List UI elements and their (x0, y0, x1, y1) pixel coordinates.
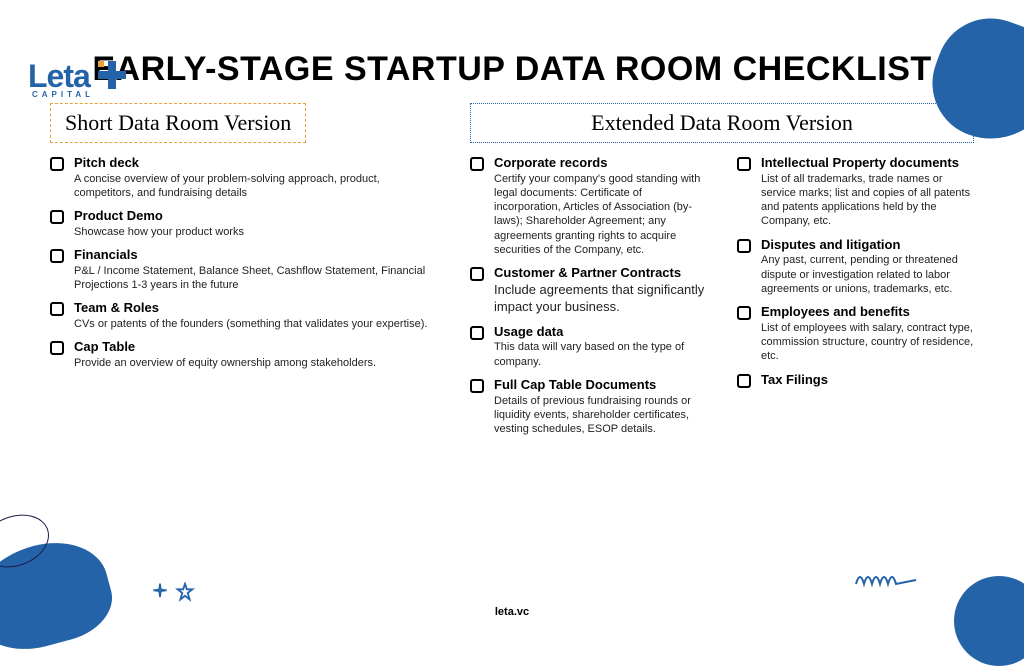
extended-list-b: Intellectual Property documentsList of a… (737, 155, 974, 444)
item-desc: CVs or patents of the founders (somethin… (74, 317, 430, 331)
item-title: Customer & Partner Contracts (494, 265, 707, 281)
item-title: Usage data (494, 324, 707, 340)
item-body: Disputes and litigationAny past, current… (761, 237, 974, 296)
checklist-item: Customer & Partner ContractsInclude agre… (470, 265, 707, 315)
item-desc: Any past, current, pending or threatened… (761, 253, 974, 296)
item-desc: Include agreements that significantly im… (494, 282, 707, 316)
decor-blob-bottom-right (954, 576, 1024, 666)
short-version-header: Short Data Room Version (50, 103, 306, 143)
item-title: Financials (74, 247, 430, 263)
logo-subtext: CAPITAL (32, 90, 94, 99)
checkbox[interactable] (737, 306, 751, 320)
item-body: Cap TableProvide an overview of equity o… (74, 339, 430, 370)
page-title: EARLY-STAGE STARTUP DATA ROOM CHECKLIST (0, 50, 1024, 89)
checklist-item: Tax Filings (737, 372, 974, 388)
checklist-item: Employees and benefitsList of employees … (737, 304, 974, 363)
checklist-item: Full Cap Table DocumentsDetails of previ… (470, 377, 707, 436)
item-title: Team & Roles (74, 300, 430, 316)
columns: Short Data Room Version Pitch deckA conc… (0, 89, 1024, 444)
extended-list-a: Corporate recordsCertify your company's … (470, 155, 707, 444)
item-desc: This data will vary based on the type of… (494, 340, 707, 369)
item-desc: Provide an overview of equity ownership … (74, 356, 430, 370)
item-body: Employees and benefitsList of employees … (761, 304, 974, 363)
checkbox[interactable] (50, 157, 64, 171)
checkbox[interactable] (50, 302, 64, 316)
item-title: Corporate records (494, 155, 707, 171)
item-title: Disputes and litigation (761, 237, 974, 253)
checklist-item: Disputes and litigationAny past, current… (737, 237, 974, 296)
checklist-item: Corporate recordsCertify your company's … (470, 155, 707, 257)
item-body: Full Cap Table DocumentsDetails of previ… (494, 377, 707, 436)
item-desc: P&L / Income Statement, Balance Sheet, C… (74, 264, 430, 293)
checkbox[interactable] (737, 239, 751, 253)
checkbox[interactable] (470, 157, 484, 171)
checkbox[interactable] (737, 157, 751, 171)
extended-version-column: Extended Data Room Version Corporate rec… (470, 103, 974, 444)
checkbox[interactable] (737, 374, 751, 388)
checklist-item: Product DemoShowcase how your product wo… (50, 208, 430, 239)
item-body: Usage dataThis data will vary based on t… (494, 324, 707, 369)
item-desc: List of all trademarks, trade names or s… (761, 172, 974, 229)
item-desc: Certify your company's good standing wit… (494, 172, 707, 258)
item-desc: Showcase how your product works (74, 225, 430, 239)
checklist-item: Usage dataThis data will vary based on t… (470, 324, 707, 369)
item-title: Full Cap Table Documents (494, 377, 707, 393)
checkbox[interactable] (50, 249, 64, 263)
checkbox[interactable] (50, 341, 64, 355)
checklist-item: Team & RolesCVs or patents of the founde… (50, 300, 430, 331)
item-desc: A concise overview of your problem-solvi… (74, 172, 430, 201)
item-desc: Details of previous fundraising rounds o… (494, 394, 707, 437)
item-body: Corporate recordsCertify your company's … (494, 155, 707, 257)
decor-stars-icon (150, 582, 196, 604)
logo-plus-icon (98, 61, 126, 89)
checklist-item: Cap TableProvide an overview of equity o… (50, 339, 430, 370)
item-title: Tax Filings (761, 372, 974, 388)
item-body: Product DemoShowcase how your product wo… (74, 208, 430, 239)
checklist-item: Intellectual Property documentsList of a… (737, 155, 974, 229)
checkbox[interactable] (470, 326, 484, 340)
checklist-item: Pitch deckA concise overview of your pro… (50, 155, 430, 200)
item-title: Pitch deck (74, 155, 430, 171)
extended-version-header: Extended Data Room Version (470, 103, 974, 143)
item-body: Customer & Partner ContractsInclude agre… (494, 265, 707, 315)
checkbox[interactable] (470, 267, 484, 281)
short-list: Pitch deckA concise overview of your pro… (50, 155, 430, 370)
decor-squiggle-icon (854, 566, 924, 596)
item-title: Product Demo (74, 208, 430, 224)
short-version-column: Short Data Room Version Pitch deckA conc… (50, 103, 430, 444)
item-body: Team & RolesCVs or patents of the founde… (74, 300, 430, 331)
checkbox[interactable] (470, 379, 484, 393)
item-body: Pitch deckA concise overview of your pro… (74, 155, 430, 200)
item-body: Tax Filings (761, 372, 974, 388)
checkbox[interactable] (50, 210, 64, 224)
item-body: Intellectual Property documentsList of a… (761, 155, 974, 229)
item-title: Employees and benefits (761, 304, 974, 320)
footer-link: leta.vc (495, 606, 529, 618)
item-title: Intellectual Property documents (761, 155, 974, 171)
item-title: Cap Table (74, 339, 430, 355)
checklist-item: FinancialsP&L / Income Statement, Balanc… (50, 247, 430, 292)
item-desc: List of employees with salary, contract … (761, 321, 974, 364)
item-body: FinancialsP&L / Income Statement, Balanc… (74, 247, 430, 292)
